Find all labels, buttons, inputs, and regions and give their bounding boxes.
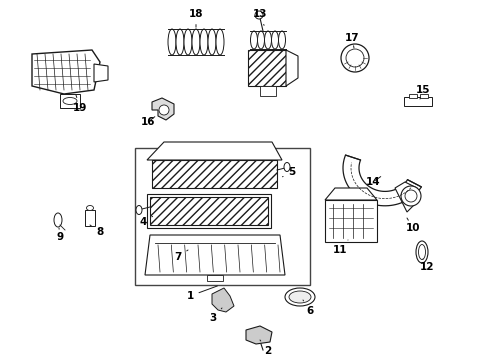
Text: 12: 12 xyxy=(420,259,434,272)
Ellipse shape xyxy=(418,244,425,260)
Polygon shape xyxy=(325,188,377,200)
Ellipse shape xyxy=(192,29,200,55)
Ellipse shape xyxy=(271,31,278,49)
Bar xyxy=(152,160,277,188)
Text: 1: 1 xyxy=(186,286,218,301)
Ellipse shape xyxy=(289,291,311,303)
Polygon shape xyxy=(147,142,282,160)
Circle shape xyxy=(255,11,263,19)
Text: 17: 17 xyxy=(344,33,359,48)
Ellipse shape xyxy=(258,31,265,49)
Bar xyxy=(150,197,268,225)
Ellipse shape xyxy=(250,31,258,49)
Ellipse shape xyxy=(284,162,290,171)
Polygon shape xyxy=(343,155,421,206)
Text: 13: 13 xyxy=(253,9,267,26)
Bar xyxy=(404,97,432,106)
Bar xyxy=(325,200,377,242)
Ellipse shape xyxy=(54,213,62,227)
Ellipse shape xyxy=(285,288,315,306)
Circle shape xyxy=(405,190,417,202)
Text: 10: 10 xyxy=(406,218,420,233)
Text: 8: 8 xyxy=(90,225,103,237)
Ellipse shape xyxy=(136,206,142,215)
Bar xyxy=(85,210,95,226)
Bar xyxy=(135,148,310,285)
Bar xyxy=(260,86,276,96)
Circle shape xyxy=(341,44,369,72)
Ellipse shape xyxy=(184,29,192,55)
Text: 18: 18 xyxy=(189,9,203,27)
Bar xyxy=(420,94,428,98)
Circle shape xyxy=(159,105,169,115)
Text: 3: 3 xyxy=(209,308,222,323)
Ellipse shape xyxy=(87,206,94,211)
Polygon shape xyxy=(152,98,174,120)
Ellipse shape xyxy=(216,29,224,55)
Ellipse shape xyxy=(168,29,176,55)
Text: 9: 9 xyxy=(56,228,64,242)
Ellipse shape xyxy=(63,98,77,104)
Bar xyxy=(409,94,417,98)
Polygon shape xyxy=(395,182,417,212)
Text: 11: 11 xyxy=(333,240,348,255)
Text: 7: 7 xyxy=(174,250,188,262)
Polygon shape xyxy=(246,326,272,344)
Circle shape xyxy=(401,186,421,206)
Ellipse shape xyxy=(208,29,216,55)
Ellipse shape xyxy=(176,29,184,55)
Polygon shape xyxy=(212,288,234,312)
Text: 2: 2 xyxy=(260,340,271,356)
Text: 5: 5 xyxy=(282,167,295,177)
Text: 19: 19 xyxy=(73,95,87,113)
Text: 14: 14 xyxy=(366,177,381,187)
Text: 4: 4 xyxy=(139,216,152,227)
Text: 16: 16 xyxy=(141,117,155,127)
Bar xyxy=(147,194,271,228)
Polygon shape xyxy=(286,50,298,86)
Bar xyxy=(207,275,223,281)
Polygon shape xyxy=(32,50,100,94)
Polygon shape xyxy=(145,235,285,275)
Polygon shape xyxy=(94,64,108,82)
Text: 6: 6 xyxy=(303,300,314,316)
Circle shape xyxy=(346,49,364,67)
Text: 15: 15 xyxy=(416,85,430,99)
Ellipse shape xyxy=(278,31,286,49)
Bar xyxy=(60,94,80,108)
Ellipse shape xyxy=(200,29,208,55)
Ellipse shape xyxy=(265,31,271,49)
Bar xyxy=(248,50,286,86)
Ellipse shape xyxy=(416,241,428,263)
